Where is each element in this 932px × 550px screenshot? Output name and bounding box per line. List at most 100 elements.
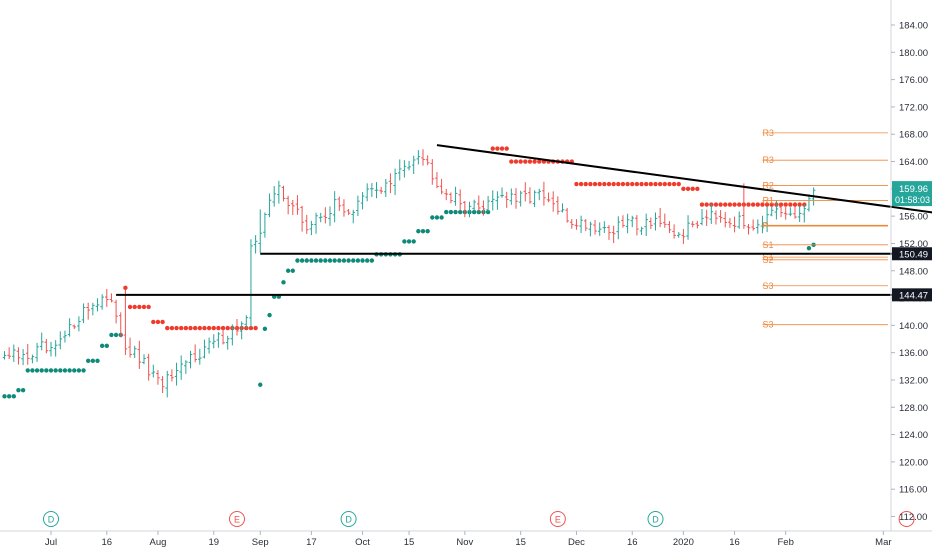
- sar-dot-down: [183, 325, 189, 331]
- trend-line[interactable]: [436, 144, 932, 214]
- sar-dot-down: [699, 202, 705, 207]
- ohlc-bar: [230, 324, 235, 346]
- price-tick-label: 156.00: [899, 212, 928, 223]
- ohlc-bar: [802, 204, 807, 223]
- ohlc-bar: [714, 210, 718, 225]
- sar-dot-down: [202, 325, 207, 331]
- ohlc-bar: [146, 353, 151, 381]
- ohlc-bar: [86, 302, 90, 320]
- sar-dot-up: [327, 258, 333, 263]
- earnings-marker[interactable]: E: [229, 511, 245, 527]
- ohlc-bar: [486, 195, 490, 212]
- trend-lines-layer[interactable]: [116, 144, 932, 296]
- sar-dot-down: [499, 146, 505, 151]
- ohlc-bar: [583, 219, 588, 232]
- ohlc-bar: [774, 200, 779, 220]
- event-circle: [647, 511, 664, 527]
- ohlc-bar: [769, 206, 774, 217]
- ohlc-bar: [444, 189, 449, 201]
- pivot-level-label: S1: [762, 240, 773, 250]
- ohlc-bar: [12, 344, 16, 362]
- sar-dot-up: [416, 228, 421, 234]
- ohlc-bar: [779, 204, 783, 218]
- price-tick-label: 128.00: [899, 403, 928, 414]
- sar-dot-up: [313, 258, 319, 263]
- sar-dot-up: [434, 215, 440, 220]
- sar-dot-up: [444, 209, 449, 215]
- sar-dot-down: [760, 202, 765, 207]
- event-circle: [898, 511, 915, 527]
- ohlc-bar: [318, 212, 323, 223]
- sar-dot-down: [127, 304, 133, 310]
- sar-dot-up: [453, 209, 458, 215]
- dividend-marker[interactable]: D: [647, 511, 664, 527]
- earnings-marker[interactable]: E: [549, 511, 566, 527]
- pivot-level-label: R3: [762, 128, 774, 138]
- sar-dot-down: [695, 186, 700, 192]
- ohlc-bar: [198, 348, 202, 365]
- price-tick-label: 168.00: [899, 130, 928, 141]
- sar-dot-up: [448, 209, 454, 215]
- ohlc-bar: [351, 209, 356, 224]
- pivot-level-label: R3: [762, 155, 774, 165]
- sar-dot-up: [30, 368, 35, 373]
- time-tick-label: 17: [306, 537, 317, 548]
- last-price-badge: [892, 181, 932, 207]
- time-axis[interactable]: 17Jul16Aug19Sep17Oct15Nov15Dec16202016Fe…: [0, 531, 892, 548]
- sar-dot-down: [783, 202, 788, 207]
- sar-dot-down: [727, 202, 733, 207]
- sar-dot-down: [188, 325, 193, 331]
- sar-dot-up: [485, 209, 491, 215]
- sar-dot-down: [764, 202, 770, 207]
- ohlc-bar: [560, 203, 565, 213]
- ohlc-bar: [644, 213, 648, 236]
- sar-dot-down: [160, 319, 165, 325]
- time-tick-label: 16: [729, 537, 740, 548]
- sar-dot-down: [532, 159, 537, 164]
- ohlc-bar: [737, 211, 741, 229]
- event-circle: [340, 511, 357, 527]
- sar-dot-up: [95, 358, 100, 364]
- time-tick-label: Mar: [875, 537, 891, 548]
- ohlc-bar: [277, 180, 281, 204]
- event-label: D: [48, 515, 55, 525]
- event-label: E: [555, 515, 561, 525]
- sar-dot-up: [20, 388, 26, 393]
- ohlc-bar: [91, 302, 95, 316]
- time-tick-label: Feb: [778, 537, 794, 548]
- sar-dot-up: [360, 258, 365, 263]
- price-tick-label: 180.00: [899, 48, 928, 59]
- ohlc-bar: [746, 224, 751, 235]
- price-tick-label: 124.00: [899, 430, 928, 441]
- sar-dot-up: [355, 258, 361, 263]
- ohlc-bar: [532, 190, 537, 208]
- ohlc-bar: [593, 219, 597, 235]
- ohlc-bar: [211, 334, 216, 349]
- ohlc-bar: [365, 183, 369, 202]
- sar-dot-up: [267, 312, 272, 318]
- sar-dot-down: [197, 325, 202, 331]
- earnings-marker[interactable]: [898, 511, 915, 527]
- ohlc-bar: [723, 212, 728, 228]
- time-tick-label: 2020: [673, 537, 694, 548]
- dividend-marker[interactable]: D: [340, 511, 357, 527]
- ohlc-bar: [156, 370, 160, 385]
- sar-dot-down: [225, 325, 230, 331]
- price-tick-label: 136.00: [899, 348, 928, 359]
- ohlc-bar: [193, 344, 197, 363]
- dividend-marker[interactable]: D: [43, 511, 59, 527]
- sar-dot-up: [67, 368, 72, 373]
- ohlc-bar: [77, 316, 81, 332]
- ohlc-bar: [602, 221, 607, 234]
- ohlc-bar: [686, 215, 690, 240]
- sar-dot-down: [620, 181, 626, 187]
- sar-dot-up: [39, 368, 44, 373]
- ohlc-bar: [332, 191, 337, 223]
- ohlc-bar: [690, 221, 695, 228]
- time-tick-label: Aug: [149, 537, 166, 548]
- ohlc-bar: [58, 331, 63, 350]
- horizontal-line-price-badge: [892, 247, 932, 261]
